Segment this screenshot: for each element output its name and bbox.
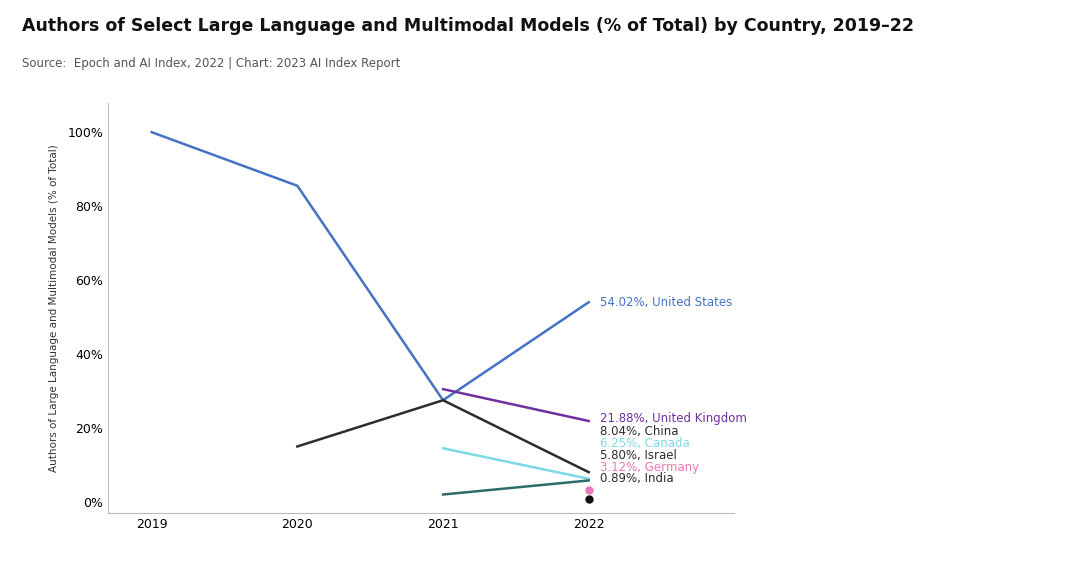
Text: Source:  Epoch and AI Index, 2022 | Chart: 2023 AI Index Report: Source: Epoch and AI Index, 2022 | Chart… <box>22 57 400 70</box>
Text: 6.25%, Canada: 6.25%, Canada <box>600 437 690 450</box>
Text: 54.02%, United States: 54.02%, United States <box>600 296 732 309</box>
Text: 0.89%, India: 0.89%, India <box>600 473 674 486</box>
Text: 8.04%, China: 8.04%, China <box>600 425 679 438</box>
Text: 3.12%, Germany: 3.12%, Germany <box>600 461 700 474</box>
Text: 5.80%, Israel: 5.80%, Israel <box>600 449 677 462</box>
Text: 21.88%, United Kingdom: 21.88%, United Kingdom <box>600 412 747 425</box>
Text: Authors of Select Large Language and Multimodal Models (% of Total) by Country, : Authors of Select Large Language and Mul… <box>22 17 914 35</box>
Y-axis label: Authors of Large Language and Multimodal Models (% of Total): Authors of Large Language and Multimodal… <box>49 144 59 472</box>
